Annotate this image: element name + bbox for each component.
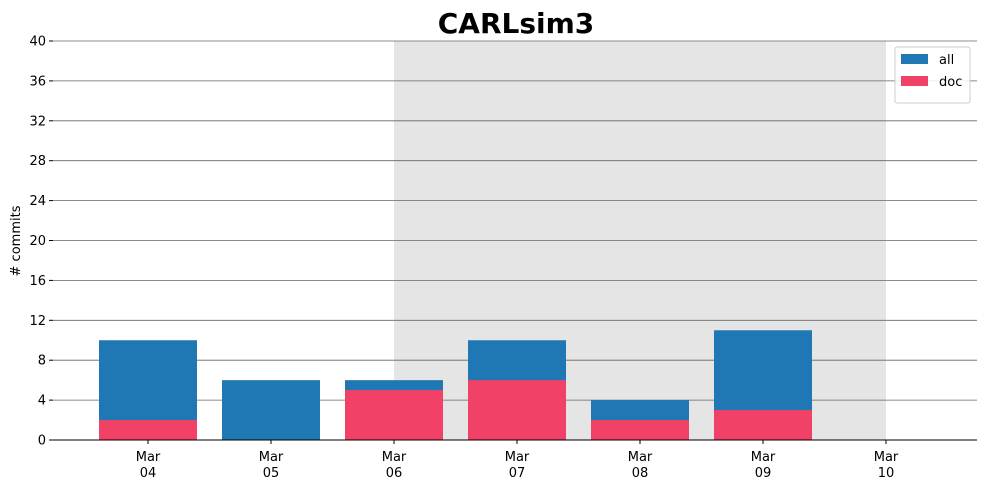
x-tick-label-day: 05 (263, 466, 280, 481)
bar-doc (99, 420, 197, 440)
x-tick-label-month: Mar (874, 450, 899, 465)
legend-swatch-doc (901, 76, 928, 86)
bar-doc (714, 410, 812, 440)
legend: all doc (894, 46, 971, 104)
x-tick-label-day: 08 (632, 466, 649, 481)
y-tick-label: 12 (29, 314, 46, 329)
x-tick-label-month: Mar (628, 450, 653, 465)
plot-area: 0481216202428323640Mar04Mar05Mar06Mar07M… (29, 35, 977, 481)
y-tick-label: 0 (38, 434, 46, 449)
chart-title: CARLsim3 (438, 7, 595, 40)
x-tick-label-day: 07 (509, 466, 526, 481)
y-tick-label: 4 (38, 394, 46, 409)
bar-doc (345, 390, 443, 440)
y-tick-label: 20 (29, 234, 46, 249)
bar-doc (591, 420, 689, 440)
legend-label-all: all (939, 53, 954, 68)
y-tick-label: 32 (29, 114, 46, 129)
x-tick-label-month: Mar (751, 450, 776, 465)
y-tick-label: 16 (29, 274, 46, 289)
x-tick-label-month: Mar (136, 450, 161, 465)
x-tick-label-day: 09 (755, 466, 772, 481)
y-axis-label: # commits (9, 205, 24, 276)
x-tick-label-day: 06 (386, 466, 403, 481)
y-tick-label: 24 (29, 194, 46, 209)
x-tick-label-month: Mar (259, 450, 284, 465)
y-tick-label: 40 (29, 35, 46, 50)
bar-doc (468, 380, 566, 440)
x-tick-label-month: Mar (505, 450, 530, 465)
legend-label-doc: doc (939, 75, 962, 90)
x-tick-label-day: 10 (878, 466, 895, 481)
x-tick-label-month: Mar (382, 450, 407, 465)
y-tick-label: 28 (29, 154, 46, 169)
y-tick-label: 8 (38, 354, 46, 369)
x-tick-label-day: 04 (140, 466, 157, 481)
legend-swatch-all (901, 54, 928, 64)
y-tick-label: 36 (29, 74, 46, 89)
bar-all (222, 380, 320, 440)
